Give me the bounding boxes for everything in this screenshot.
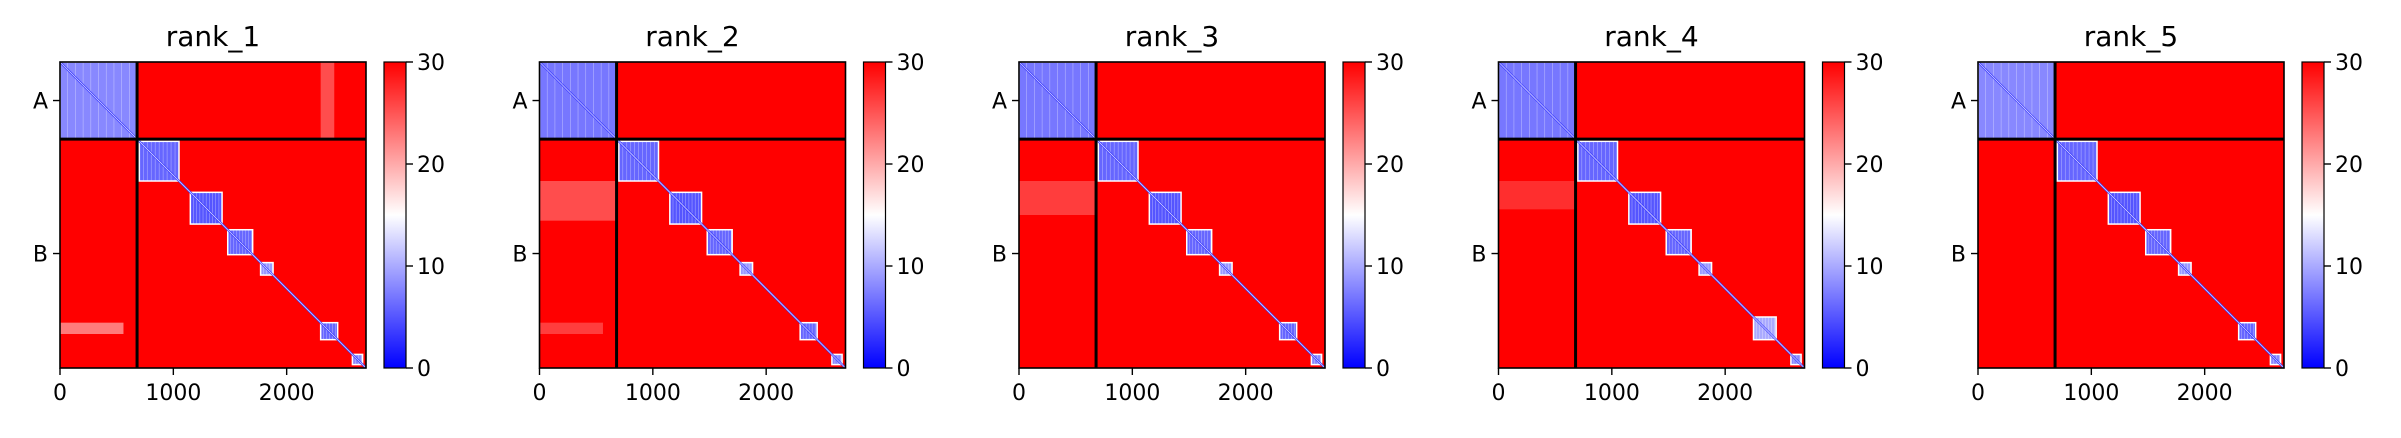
panel-title: rank_1 bbox=[166, 20, 260, 53]
heatmap-diagonal-highlight bbox=[1018, 61, 1326, 369]
colorbar-tick-label: 20 bbox=[2335, 153, 2363, 178]
x-tick-label: 2000 bbox=[259, 381, 315, 406]
x-tick-label: 0 bbox=[1492, 381, 1506, 406]
heatmap-offdiag-feature bbox=[60, 322, 124, 334]
colorbar-tick-label: 20 bbox=[897, 153, 925, 178]
panel-4: rank_4 0 1000 2000 A B 0 10 20 30 bbox=[1471, 20, 1883, 406]
panel-1: rank_1 0 1000 2000 A B 0 10 20 30 bbox=[33, 20, 445, 406]
x-tick-label: 2000 bbox=[738, 381, 794, 406]
colorbar-frame bbox=[1342, 61, 1366, 369]
x-tick-label: 1000 bbox=[2063, 381, 2119, 406]
axes-frame bbox=[538, 61, 847, 369]
colorbar-tick-label: 10 bbox=[1856, 255, 1884, 280]
panel-title: rank_4 bbox=[1604, 20, 1698, 53]
y-tick-label: B bbox=[1951, 243, 1966, 268]
colorbar-tick-label: 20 bbox=[417, 153, 445, 178]
heatmap-offdiag-feature bbox=[1019, 181, 1097, 215]
x-tick-label: 0 bbox=[1971, 381, 1985, 406]
y-tick-label: A bbox=[1471, 90, 1486, 115]
x-tick-label: 0 bbox=[53, 381, 67, 406]
colorbar-bar bbox=[384, 62, 406, 368]
x-tick-label: 2000 bbox=[2177, 381, 2233, 406]
x-tick-label: 1000 bbox=[1584, 381, 1640, 406]
x-tick-label: 0 bbox=[1012, 381, 1026, 406]
heatmap-offdiag-feature bbox=[539, 322, 603, 334]
heatmap-diagonal-highlight bbox=[539, 61, 846, 369]
panel-5: rank_5 0 1000 2000 A B 0 10 20 30 bbox=[1951, 20, 2363, 406]
colorbar-tick-label: 0 bbox=[417, 357, 431, 382]
x-tick-label: 2000 bbox=[1697, 381, 1753, 406]
y-tick-label: B bbox=[512, 243, 527, 268]
x-tick-label: 1000 bbox=[145, 381, 201, 406]
axes-frame bbox=[1977, 61, 2285, 369]
x-tick-label: 1000 bbox=[625, 381, 681, 406]
colorbar-tick-label: 0 bbox=[1376, 357, 1390, 382]
axes-frame bbox=[59, 61, 367, 369]
colorbar-tick-label: 20 bbox=[1856, 153, 1884, 178]
colorbar-tick-label: 30 bbox=[897, 51, 925, 76]
axes-frame bbox=[1497, 61, 1806, 369]
colorbar-tick-label: 10 bbox=[897, 255, 925, 280]
colorbar-tick-label: 30 bbox=[2335, 51, 2363, 76]
heatmap-diagonal-highlight bbox=[59, 61, 367, 369]
colorbar-frame bbox=[862, 61, 887, 369]
axes-frame bbox=[1018, 61, 1326, 369]
panel-title: rank_5 bbox=[2084, 20, 2178, 53]
colorbar-tick-label: 30 bbox=[1856, 51, 1884, 76]
y-tick-label: B bbox=[33, 243, 48, 268]
x-tick-label: 2000 bbox=[1218, 381, 1274, 406]
x-tick-label: 1000 bbox=[1104, 381, 1160, 406]
heatmap-offdiag-feature bbox=[320, 62, 335, 140]
colorbar-frame bbox=[2301, 61, 2325, 369]
colorbar-frame bbox=[383, 61, 407, 369]
panel-title: rank_2 bbox=[645, 20, 739, 53]
colorbar-bar bbox=[2302, 62, 2324, 368]
y-tick-label: B bbox=[1471, 243, 1486, 268]
colorbar-bar bbox=[1822, 62, 1845, 368]
colorbar-bar bbox=[1343, 62, 1365, 368]
heatmap-offdiag-feature bbox=[1498, 181, 1576, 210]
heatmap-offdiag-feature bbox=[539, 181, 617, 221]
panel-3: rank_3 0 1000 2000 A B 0 10 20 30 bbox=[992, 20, 1404, 406]
y-tick-label: A bbox=[1951, 90, 1966, 115]
colorbar-tick-label: 0 bbox=[897, 357, 911, 382]
colorbar-tick-label: 0 bbox=[1856, 357, 1870, 382]
colorbar-tick-label: 30 bbox=[417, 51, 445, 76]
panel-2: rank_2 0 1000 2000 A B 0 10 20 30 bbox=[512, 20, 924, 406]
y-tick-label: B bbox=[992, 243, 1007, 268]
heatmap-diagonal-highlight bbox=[1498, 61, 1805, 369]
colorbar-tick-label: 10 bbox=[417, 255, 445, 280]
heatmap-diagonal-highlight bbox=[1977, 61, 2285, 369]
colorbar-tick-label: 10 bbox=[1376, 255, 1404, 280]
colorbar-tick-label: 10 bbox=[2335, 255, 2363, 280]
colorbar-tick-label: 0 bbox=[2335, 357, 2349, 382]
x-tick-label: 0 bbox=[533, 381, 547, 406]
y-tick-label: A bbox=[992, 90, 1007, 115]
y-tick-label: A bbox=[512, 90, 527, 115]
colorbar-tick-label: 20 bbox=[1376, 153, 1404, 178]
y-tick-label: A bbox=[33, 90, 48, 115]
colorbar-tick-label: 30 bbox=[1376, 51, 1404, 76]
colorbar-bar bbox=[863, 62, 886, 368]
panel-title: rank_3 bbox=[1125, 20, 1219, 53]
colorbar-frame bbox=[1821, 61, 1846, 369]
